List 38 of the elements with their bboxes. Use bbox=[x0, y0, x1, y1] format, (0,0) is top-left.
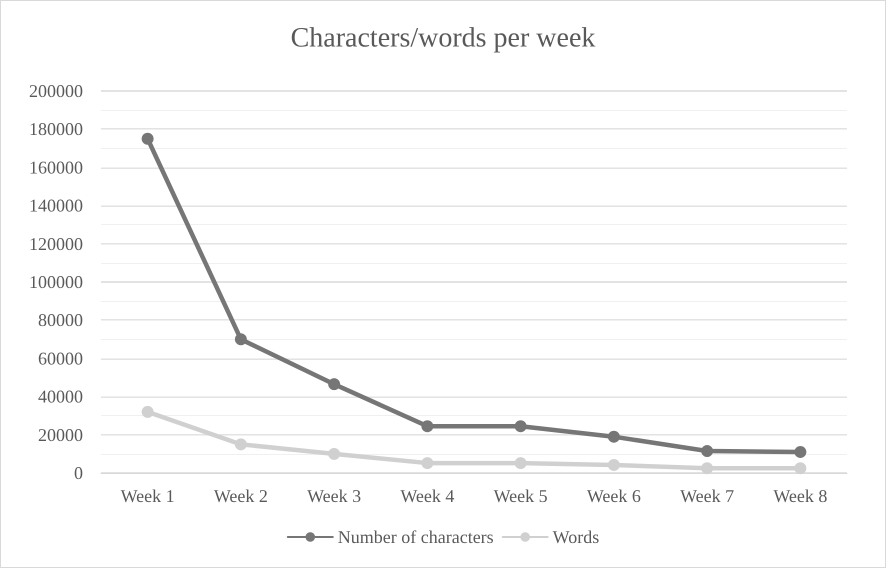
x-tick-label: Week 7 bbox=[680, 486, 734, 506]
chart-title: Characters/words per week bbox=[290, 22, 596, 54]
y-tick-label: 0 bbox=[74, 463, 83, 483]
x-tick-label: Week 6 bbox=[586, 486, 641, 506]
point bbox=[234, 333, 247, 346]
y-tick-label: 140000 bbox=[29, 196, 83, 216]
y-tick-label: 80000 bbox=[38, 310, 83, 330]
point bbox=[421, 420, 434, 432]
point bbox=[794, 446, 806, 458]
point bbox=[328, 378, 340, 390]
y-tick-label: 160000 bbox=[29, 157, 83, 178]
y-tick-label: 180000 bbox=[29, 119, 83, 140]
point bbox=[608, 458, 620, 471]
point bbox=[701, 445, 714, 458]
point bbox=[514, 457, 527, 470]
point bbox=[794, 462, 806, 474]
point bbox=[608, 430, 620, 443]
x-tick-label: Week 4 bbox=[400, 486, 454, 506]
point bbox=[234, 438, 247, 450]
point bbox=[328, 448, 340, 460]
y-tick-label: 20000 bbox=[38, 424, 83, 445]
legend-label: Number of characters bbox=[338, 527, 494, 547]
legend-label: Words bbox=[552, 527, 600, 547]
point bbox=[701, 462, 714, 474]
y-tick-label: 120000 bbox=[29, 234, 83, 254]
x-tick-label: Week 5 bbox=[494, 486, 548, 506]
y-tick-label: 40000 bbox=[38, 386, 83, 407]
x-tick-label: Week 3 bbox=[307, 486, 362, 506]
point bbox=[142, 406, 154, 418]
y-tick-label: 200000 bbox=[29, 81, 83, 101]
y-tick-label: 60000 bbox=[38, 348, 83, 368]
point bbox=[421, 457, 434, 470]
y-tick-label: 100000 bbox=[29, 272, 83, 292]
x-tick-label: Week 8 bbox=[773, 486, 828, 506]
x-tick-label: Week 1 bbox=[120, 486, 175, 506]
x-tick-label: Week 2 bbox=[214, 486, 268, 506]
point bbox=[142, 132, 154, 145]
point bbox=[514, 420, 527, 432]
